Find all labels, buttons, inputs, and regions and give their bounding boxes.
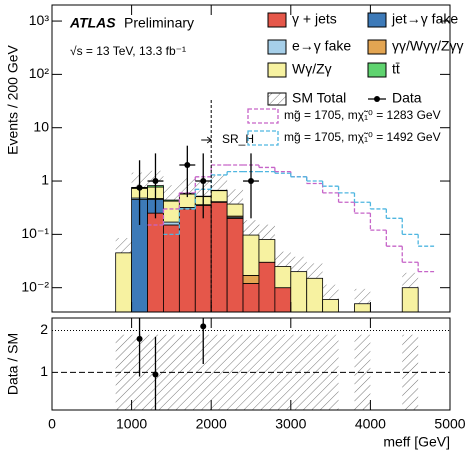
stack-segment xyxy=(258,239,276,263)
stack-segment xyxy=(178,208,196,312)
x-label: meff [GeV] xyxy=(383,434,450,450)
sm-swatch xyxy=(267,92,287,106)
legend-swatch xyxy=(367,12,387,28)
stack-segment xyxy=(274,266,292,289)
stack-segment xyxy=(194,204,212,312)
stack-segment xyxy=(210,190,228,203)
legend-label: jet→γ fake xyxy=(391,11,458,27)
ratio-tick-label: 1 xyxy=(40,363,48,379)
data-point xyxy=(152,178,159,185)
energy: √s = 13 TeV, 13.3 fb⁻¹ xyxy=(70,44,186,58)
stack-segment xyxy=(163,224,180,312)
y-tick-label: 10² xyxy=(29,65,50,81)
legend-label: Wγ/Zγ xyxy=(292,61,332,77)
x-tick-label: 3000 xyxy=(275,416,306,432)
data-point xyxy=(200,178,207,185)
legend-swatch xyxy=(367,62,387,78)
stack-segment xyxy=(258,261,276,312)
legend-data-marker xyxy=(374,96,380,102)
x-tick-label: 2000 xyxy=(196,416,227,432)
stack-segment xyxy=(210,201,228,312)
y-tick-label: 1 xyxy=(41,172,49,188)
data-point xyxy=(184,161,191,168)
ratio-uncertainty xyxy=(402,334,419,410)
annotation-arrow xyxy=(201,136,212,144)
legend-label: e→γ fake xyxy=(292,38,351,54)
stack-segment xyxy=(115,252,133,312)
stack-segment xyxy=(354,303,371,312)
stack-segment xyxy=(242,234,260,276)
stack-segment xyxy=(322,299,339,312)
stack-segment xyxy=(226,203,244,217)
stack-segment xyxy=(242,274,260,284)
stack-segment xyxy=(163,199,180,202)
main-plot xyxy=(115,145,435,312)
data-point xyxy=(248,178,254,185)
atlas: ATLAS xyxy=(69,15,116,31)
y-label: Events / 200 GeV xyxy=(5,44,21,154)
y-tick-label: 10 xyxy=(33,118,49,134)
ratio-frame xyxy=(51,317,451,411)
annotation: SR_H xyxy=(222,132,254,146)
ratio-point xyxy=(200,323,207,330)
legend-signal-label: mg̃ = 1705, mχ̃₁⁰ = 1283 GeV xyxy=(284,108,441,122)
stack-segment xyxy=(226,217,244,312)
legend-swatch xyxy=(367,39,387,55)
x-tick-label: 5000 xyxy=(434,416,465,432)
y-tick-label: 10³ xyxy=(29,12,50,28)
legend-sm: SM Total xyxy=(292,90,346,106)
ratio-uncertainty xyxy=(115,334,132,410)
ratio-point xyxy=(136,335,143,342)
legend-label: γγ/Wγγ/Zγγ xyxy=(392,38,464,54)
x-tick-label: 1000 xyxy=(116,416,147,432)
main-frame xyxy=(51,4,451,313)
stack-segment xyxy=(274,287,292,312)
legend-signal-label: mg̃ = 1705, mχ̃₁⁰ = 1492 GeV xyxy=(284,130,441,144)
legend-label: tt̄ xyxy=(392,61,400,77)
y-tick-label: 10⁻¹ xyxy=(21,225,49,241)
legend-swatch xyxy=(267,39,287,55)
ratio-y-label: Data / SM xyxy=(5,333,21,395)
y-tick-label: 10⁻² xyxy=(21,278,49,294)
legend-data: Data xyxy=(392,90,422,106)
stack-segment xyxy=(401,287,419,312)
legend-swatch xyxy=(267,12,287,28)
legend-swatch xyxy=(267,62,287,78)
ratio-uncertainty xyxy=(322,334,339,410)
stack-segment xyxy=(163,221,180,226)
ratio-tick-label: 2 xyxy=(40,321,48,337)
ratio-uncertainty xyxy=(195,334,212,410)
stack-segment xyxy=(290,271,308,312)
x-tick-label: 4000 xyxy=(355,416,386,432)
legend-signal xyxy=(247,130,279,146)
legend-signal xyxy=(247,108,279,124)
ratio-uncertainty xyxy=(258,334,275,410)
x-tick-label: 0 xyxy=(48,416,56,432)
stack-segment xyxy=(147,212,164,312)
stack-segment xyxy=(163,200,180,223)
preliminary: Preliminary xyxy=(124,15,194,31)
legend-label: γ + jets xyxy=(292,11,337,27)
ratio-point xyxy=(152,371,159,378)
data-point xyxy=(136,184,143,191)
stack-segment xyxy=(306,277,324,312)
